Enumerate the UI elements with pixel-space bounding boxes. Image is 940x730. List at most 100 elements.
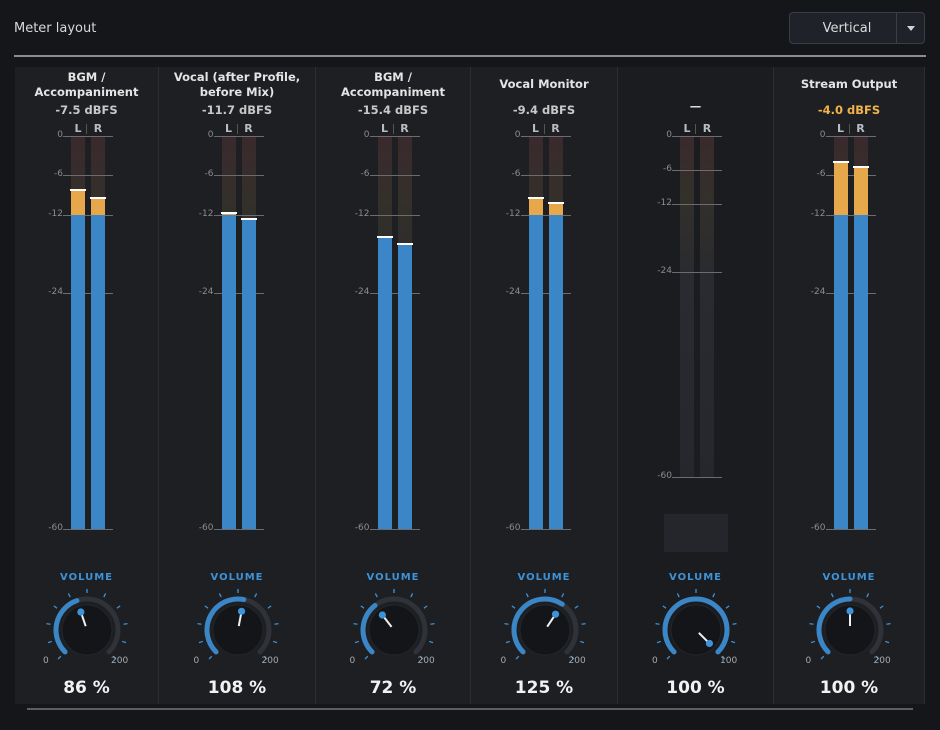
volume-knob[interactable] (495, 580, 595, 680)
knob-pointer (237, 614, 242, 627)
meter-peak-marker-left (220, 212, 237, 215)
knob-min-label: 0 (805, 656, 812, 666)
volume-label: VOLUME (669, 572, 722, 583)
scale-tick-label: -12 (810, 209, 826, 219)
strip-label-line: Accompaniment (34, 85, 139, 99)
scale-gridline (825, 293, 876, 294)
scale-tick-label: -12 (198, 209, 214, 219)
scale-gridline (369, 293, 420, 294)
knob-pointer (382, 616, 392, 628)
knob-max-label: 200 (417, 656, 435, 666)
scale-gridline (63, 175, 113, 176)
scale-tick-label: -24 (198, 287, 214, 297)
knob-min-label: 0 (193, 656, 200, 666)
volume-knob[interactable] (800, 580, 900, 680)
strip-dbfs-value: -7.5 dBFS (55, 103, 118, 117)
meter-strip: Vocal (after Profile, before Mix) -11.7 dB… (159, 67, 316, 704)
volume-percent: 108 % (207, 678, 267, 698)
strip-label-line: Vocal (after Profile, (173, 70, 301, 84)
strip-label-line: Stream Output (800, 77, 898, 91)
meter-level-right (853, 214, 868, 529)
scale-gridline (520, 136, 571, 137)
meter-strip: — L R 0 -6 -12 -24 -60 VOLUME 0 100 100 % (618, 67, 774, 704)
volume-label: VOLUME (366, 572, 420, 583)
meter-level-right (397, 244, 412, 529)
volume-percent: 86 % (63, 678, 110, 698)
scale-gridline (63, 136, 113, 137)
meter-layout-select-value: Vertical (822, 20, 872, 36)
knob-min-label: 0 (349, 656, 356, 666)
knob-tick-marks (46, 589, 128, 660)
scale-tick-label: -60 (810, 523, 826, 533)
channel-label-left: L (74, 122, 82, 135)
channel-label-right: R (244, 122, 253, 135)
scale-tick-label: -24 (657, 266, 672, 276)
meter-strip: BGM / Accompaniment -15.4 dBFS L R 0 -6 -12 -24 -… (316, 67, 471, 704)
volume-percent: 100 % (819, 678, 879, 698)
knob-max-label: 200 (568, 656, 586, 666)
caret-down-icon[interactable] (896, 13, 924, 43)
channel-label-divider (236, 124, 238, 134)
meter-level-right (241, 218, 256, 529)
knob-min-label: 0 (43, 656, 49, 666)
meter-peak-marker-right (547, 201, 564, 204)
strip-label-line: BGM / (374, 70, 412, 84)
knob-pointer (80, 614, 87, 627)
scale-tick-label: -60 (198, 523, 214, 533)
knob-min-label: 0 (652, 656, 658, 666)
meter-peak-marker-left (527, 196, 544, 199)
scale-gridline (213, 175, 264, 176)
scale-gridline (825, 136, 876, 137)
channel-label-left: L (683, 122, 691, 135)
scale-gridline (213, 136, 264, 137)
meter-layout-select[interactable]: Vertical (789, 12, 925, 44)
knob-tick-marks (808, 589, 891, 660)
meter-bar-right-track (700, 136, 714, 477)
scale-gridline (213, 529, 264, 530)
scale-gridline (672, 170, 722, 171)
channel-label-right: R (856, 122, 865, 135)
scale-gridline (520, 529, 571, 530)
channel-label-divider (695, 124, 696, 134)
meter-level-right (548, 214, 563, 529)
volume-label: VOLUME (210, 572, 264, 583)
knob-pointer (698, 632, 709, 643)
knob-body (824, 604, 875, 656)
scale-tick-label: -6 (816, 169, 826, 179)
channel-label-right: R (551, 122, 560, 135)
volume-knob[interactable] (344, 580, 444, 680)
scale-gridline (672, 204, 722, 205)
knob-tick-marks (503, 589, 586, 660)
scale-gridline (672, 477, 722, 478)
meter-level-hot-right (548, 202, 563, 215)
volume-knob[interactable] (188, 580, 288, 680)
knob-body (519, 604, 570, 656)
meter-level-left (528, 214, 543, 529)
scale-gridline (520, 175, 571, 176)
knob-value-arc (816, 596, 852, 655)
scale-gridline (213, 215, 264, 216)
scale-tick-label: -6 (663, 164, 672, 174)
knob-tick-marks (352, 589, 435, 660)
strip-dbfs-value: -11.7 dBFS (201, 103, 273, 117)
scale-tick-label: -6 (360, 169, 370, 179)
knob-value-arc (204, 596, 246, 655)
scale-tick-label: -24 (354, 287, 370, 297)
knob-indicator-dot (705, 639, 714, 648)
strip-dbfs-value: -15.4 dBFS (357, 103, 429, 117)
knob-max-label: 200 (111, 656, 129, 666)
volume-knob[interactable] (646, 580, 746, 680)
channel-label-divider (543, 124, 545, 134)
scale-gridline (520, 293, 571, 294)
scale-tick-label: -60 (505, 523, 521, 533)
channel-label-left: L (531, 122, 539, 135)
meter-peak-marker-right (90, 197, 106, 200)
header-divider (14, 55, 926, 57)
strip-label-line: BGM / (67, 70, 106, 84)
meter-level-right (91, 214, 105, 529)
volume-knob[interactable] (37, 580, 137, 680)
knob-pointer (545, 616, 555, 628)
volume-percent: 72 % (369, 678, 417, 698)
knob-indicator-dot (551, 610, 559, 618)
scale-tick-label: 0 (57, 130, 63, 140)
